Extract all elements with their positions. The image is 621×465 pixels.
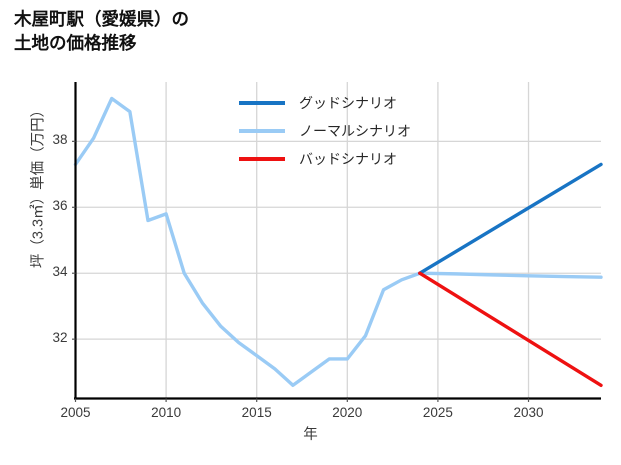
y-tick-label: 38 (52, 132, 68, 148)
y-tick-label: 36 (52, 198, 68, 214)
legend-label: ノーマルシナリオ (299, 123, 411, 139)
x-tick-label: 2015 (241, 404, 272, 420)
y-tick-label: 34 (52, 264, 68, 280)
legend-color-swatch (239, 157, 285, 161)
tick-marks (72, 140, 530, 402)
x-tick-label: 2025 (422, 404, 453, 420)
legend-item[interactable]: ノーマルシナリオ (239, 117, 469, 145)
x-tick-label: 2030 (513, 404, 544, 420)
gridlines (74, 82, 601, 399)
legend-label: バッドシナリオ (299, 151, 397, 167)
page-title: 木屋町駅（愛媛県）の 土地の価格推移 (14, 9, 189, 53)
legend-item[interactable]: バッドシナリオ (239, 145, 469, 173)
axis-spines (74, 82, 601, 400)
legend-color-swatch (239, 101, 285, 105)
series-lines (73, 96, 603, 388)
series-line (418, 271, 603, 388)
x-tick-label: 2005 (60, 404, 91, 420)
x-axis-title: 年 (303, 427, 318, 443)
x-tick-label: 2010 (151, 404, 182, 420)
x-tick-label: 2020 (332, 404, 363, 420)
legend-item[interactable]: グッドシナリオ (239, 89, 469, 117)
y-tick-label: 32 (52, 330, 68, 346)
legend-label: グッドシナリオ (299, 95, 397, 111)
series-line (73, 96, 603, 388)
chart-legend: グッドシナリオ ノーマルシナリオ バッドシナリオ (239, 89, 469, 173)
legend-color-swatch (239, 129, 285, 133)
series-line (418, 162, 603, 275)
